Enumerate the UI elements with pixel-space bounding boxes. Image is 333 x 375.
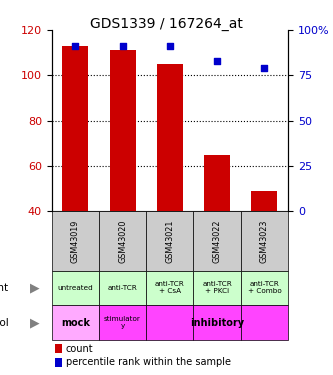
- Text: GSM43019: GSM43019: [71, 219, 80, 263]
- Bar: [241, 305, 288, 340]
- Text: anti-TCR
+ CsA: anti-TCR + CsA: [155, 282, 185, 294]
- Bar: [99, 211, 146, 271]
- Bar: [251, 191, 277, 211]
- Text: protocol: protocol: [0, 318, 8, 328]
- Text: mock: mock: [61, 318, 90, 328]
- Bar: [204, 154, 230, 212]
- Bar: [157, 64, 183, 211]
- Text: anti-TCR
+ Combo: anti-TCR + Combo: [247, 282, 281, 294]
- Text: GSM43023: GSM43023: [260, 219, 269, 263]
- Bar: [241, 211, 288, 271]
- Text: stimulator
y: stimulator y: [104, 316, 141, 329]
- Point: [73, 44, 78, 50]
- Text: ▶: ▶: [30, 316, 40, 329]
- Text: inhibitory: inhibitory: [190, 318, 244, 328]
- Text: percentile rank within the sample: percentile rank within the sample: [66, 357, 231, 368]
- Point: [262, 65, 267, 71]
- Text: count: count: [66, 344, 94, 354]
- Text: untreated: untreated: [57, 285, 93, 291]
- Bar: [146, 305, 193, 340]
- Bar: [193, 271, 241, 305]
- Bar: [99, 271, 146, 305]
- Text: GSM43021: GSM43021: [165, 219, 174, 263]
- Bar: [99, 305, 146, 340]
- Point: [214, 58, 220, 64]
- Text: agent: agent: [0, 283, 8, 293]
- Text: GSM43020: GSM43020: [118, 219, 127, 263]
- Bar: [52, 271, 99, 305]
- Bar: [241, 271, 288, 305]
- Point: [167, 44, 172, 50]
- Text: ▶: ▶: [30, 282, 40, 294]
- Text: anti-TCR
+ PKCi: anti-TCR + PKCi: [202, 282, 232, 294]
- Bar: [55, 358, 62, 367]
- Text: anti-TCR: anti-TCR: [108, 285, 138, 291]
- Bar: [193, 211, 241, 271]
- Text: GSM43022: GSM43022: [212, 219, 222, 263]
- Bar: [55, 344, 62, 353]
- Bar: [52, 305, 99, 340]
- Text: GDS1339 / 167264_at: GDS1339 / 167264_at: [90, 17, 243, 31]
- Bar: [52, 211, 99, 271]
- Bar: [193, 305, 241, 340]
- Bar: [110, 50, 136, 211]
- Point: [120, 44, 125, 50]
- Bar: [62, 46, 88, 211]
- Bar: [146, 271, 193, 305]
- Bar: [146, 211, 193, 271]
